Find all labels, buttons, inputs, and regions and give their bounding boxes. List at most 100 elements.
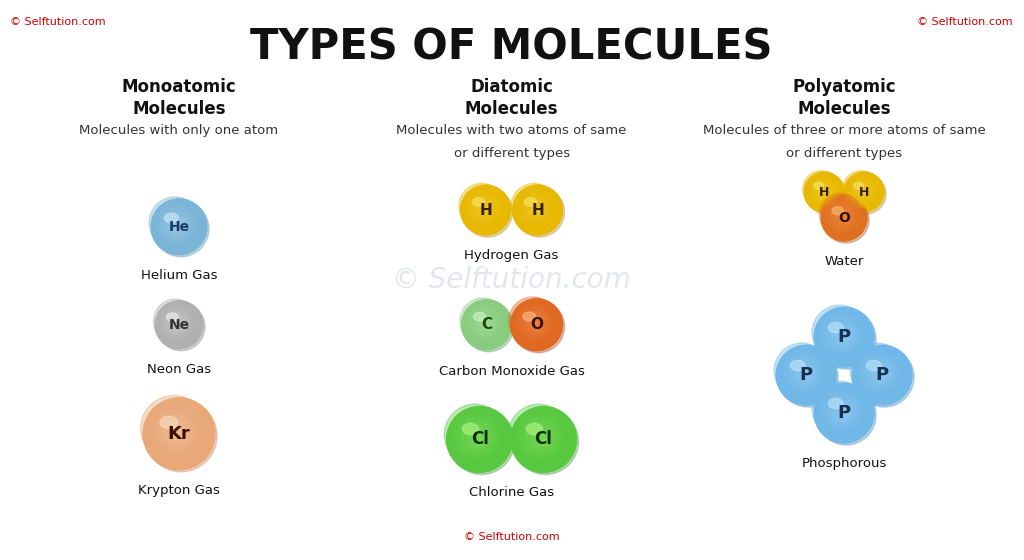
- Circle shape: [458, 417, 496, 455]
- Text: O: O: [530, 318, 543, 332]
- Text: Hydrogen Gas: Hydrogen Gas: [465, 249, 559, 262]
- Circle shape: [473, 311, 497, 334]
- Circle shape: [812, 381, 867, 436]
- Circle shape: [155, 301, 203, 349]
- Text: Molecules with only one atom: Molecules with only one atom: [80, 124, 279, 137]
- Circle shape: [819, 186, 828, 196]
- Circle shape: [821, 189, 826, 194]
- Ellipse shape: [164, 213, 178, 223]
- Circle shape: [463, 187, 513, 237]
- Circle shape: [165, 419, 189, 444]
- Circle shape: [811, 179, 834, 202]
- Circle shape: [854, 347, 902, 395]
- Text: P: P: [876, 366, 889, 384]
- Text: Cl: Cl: [471, 431, 488, 449]
- Text: Molecules: Molecules: [798, 100, 891, 118]
- Circle shape: [844, 172, 884, 212]
- Circle shape: [534, 321, 539, 327]
- Circle shape: [802, 371, 809, 378]
- Circle shape: [483, 321, 489, 327]
- Circle shape: [152, 199, 207, 255]
- Text: Monoatomic: Monoatomic: [122, 78, 237, 96]
- Text: P: P: [838, 404, 851, 422]
- Circle shape: [514, 186, 554, 227]
- Circle shape: [482, 207, 488, 212]
- Circle shape: [851, 179, 873, 202]
- Circle shape: [454, 413, 499, 459]
- Text: Polyatomic: Polyatomic: [793, 78, 896, 96]
- Circle shape: [508, 404, 569, 465]
- Circle shape: [526, 314, 544, 332]
- Circle shape: [856, 184, 869, 198]
- Ellipse shape: [828, 398, 843, 409]
- Circle shape: [143, 398, 215, 470]
- Circle shape: [155, 410, 197, 451]
- Text: Phosphorous: Phosphorous: [802, 457, 887, 470]
- Text: Molecules: Molecules: [132, 100, 226, 118]
- Text: Cl: Cl: [535, 431, 553, 449]
- Circle shape: [460, 298, 506, 344]
- Text: Carbon Monoxide Gas: Carbon Monoxide Gas: [438, 365, 585, 378]
- Text: Molecules with two atoms of same: Molecules with two atoms of same: [396, 124, 627, 137]
- Circle shape: [782, 351, 823, 393]
- Circle shape: [828, 203, 855, 229]
- Circle shape: [160, 306, 193, 339]
- Circle shape: [778, 347, 838, 407]
- Text: H: H: [859, 185, 869, 199]
- Circle shape: [852, 345, 912, 405]
- Circle shape: [511, 183, 557, 229]
- Circle shape: [513, 301, 564, 353]
- Circle shape: [175, 223, 181, 230]
- Circle shape: [444, 404, 505, 465]
- Circle shape: [836, 405, 850, 419]
- Ellipse shape: [833, 207, 844, 214]
- Circle shape: [828, 397, 856, 424]
- Circle shape: [173, 318, 183, 329]
- Circle shape: [459, 183, 505, 229]
- Circle shape: [816, 184, 829, 198]
- Text: Kr: Kr: [168, 425, 190, 443]
- Circle shape: [511, 407, 577, 473]
- Text: Chlorine Gas: Chlorine Gas: [469, 487, 554, 500]
- Circle shape: [161, 208, 193, 240]
- Circle shape: [798, 367, 812, 381]
- Circle shape: [843, 171, 880, 207]
- Circle shape: [840, 333, 847, 340]
- Circle shape: [850, 343, 905, 398]
- Ellipse shape: [866, 361, 881, 371]
- Circle shape: [795, 363, 815, 384]
- Circle shape: [517, 190, 552, 225]
- Circle shape: [462, 300, 512, 350]
- Circle shape: [515, 187, 564, 237]
- Circle shape: [470, 308, 499, 337]
- Text: Helium Gas: Helium Gas: [141, 269, 217, 282]
- Circle shape: [467, 305, 501, 339]
- Circle shape: [163, 309, 190, 337]
- Ellipse shape: [523, 312, 536, 321]
- Circle shape: [461, 185, 511, 235]
- Text: H: H: [819, 185, 829, 199]
- Circle shape: [471, 431, 486, 446]
- Text: Neon Gas: Neon Gas: [147, 363, 211, 376]
- Text: or different types: or different types: [454, 147, 569, 160]
- Circle shape: [463, 301, 504, 342]
- Circle shape: [840, 409, 847, 416]
- Text: H: H: [479, 203, 492, 217]
- Circle shape: [821, 195, 867, 241]
- Circle shape: [530, 426, 553, 449]
- Circle shape: [778, 347, 826, 395]
- Circle shape: [166, 312, 188, 334]
- Circle shape: [513, 409, 566, 461]
- Circle shape: [833, 325, 853, 346]
- Circle shape: [449, 409, 502, 461]
- Circle shape: [833, 401, 853, 422]
- Circle shape: [154, 299, 198, 343]
- Text: H: H: [531, 203, 544, 217]
- Circle shape: [854, 347, 914, 407]
- Circle shape: [466, 190, 500, 225]
- Circle shape: [464, 302, 514, 352]
- Circle shape: [858, 351, 899, 393]
- Circle shape: [861, 189, 866, 194]
- Circle shape: [530, 203, 543, 215]
- Circle shape: [814, 383, 874, 443]
